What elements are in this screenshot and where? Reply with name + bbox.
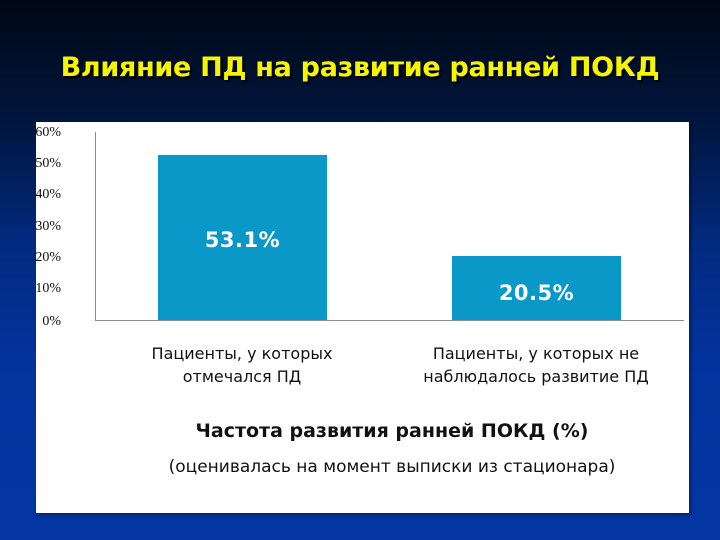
y-axis	[95, 132, 96, 320]
x-axis	[95, 320, 684, 321]
y-tick-0: 0%	[42, 314, 61, 329]
bar-value-label: 20.5%	[498, 280, 575, 305]
bar-chart: 60% 50% 40% 30% 20% 10% 0% 53.1% 20.5% П…	[35, 122, 689, 513]
x-axis-title: Частота развития ранней ПОКД (%)	[195, 420, 589, 442]
category-label-with-pd: Пациенты, у которых отмечался ПД	[151, 344, 333, 386]
bar-with-pd: 53.1%	[158, 155, 327, 320]
category-label-without-pd: Пациенты, у которых не наблюдалось разви…	[423, 344, 649, 386]
slide-title: Влияние ПД на развитие ранней ПОКД	[60, 52, 660, 83]
y-tick-50: 50%	[35, 156, 61, 171]
y-tick-10: 10%	[35, 281, 61, 296]
y-tick-20: 20%	[35, 250, 61, 265]
bar-value-label: 53.1%	[204, 227, 281, 252]
y-tick-40: 40%	[35, 187, 61, 202]
y-tick-60: 60%	[35, 125, 61, 140]
x-axis-note: (оценивалась на момент выписки из стацио…	[168, 457, 616, 477]
y-tick-30: 30%	[35, 219, 61, 234]
bar-without-pd: 20.5%	[452, 256, 621, 320]
